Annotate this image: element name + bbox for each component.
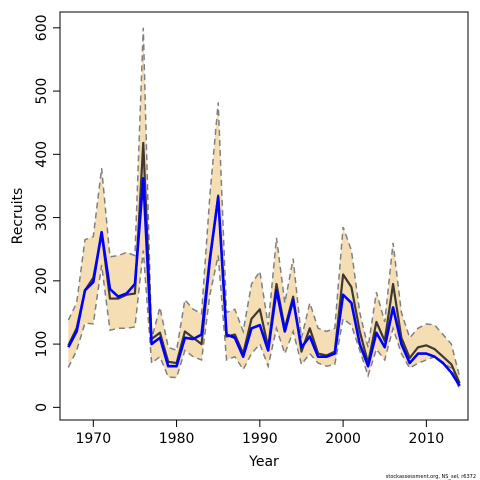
footnote: stockassessment.org, NS_sel, r6372 (386, 474, 476, 480)
y-tick-label: 200 (34, 267, 50, 294)
series-line-estimate (67, 141, 461, 384)
x-axis-title: Year (248, 454, 279, 470)
y-axis-title: Recruits (10, 188, 26, 245)
x-axis: 1970 1980 1990 2000 2010 (75, 420, 444, 447)
series-line-highlight (67, 177, 461, 387)
series-line-upper (67, 27, 461, 378)
y-tick-label: 600 (34, 14, 50, 41)
plot-area (67, 27, 461, 390)
series-line-lower (67, 250, 461, 390)
x-tick-label: 1970 (75, 431, 111, 447)
y-tick-label: 0 (34, 403, 50, 412)
y-tick-label: 500 (34, 78, 50, 105)
y-axis: 0 100 200 300 400 500 600 (34, 14, 60, 412)
x-tick-label: 1980 (159, 431, 195, 447)
y-tick-label: 100 (34, 331, 50, 358)
x-tick-label: 2000 (325, 431, 361, 447)
x-tick-label: 1990 (242, 431, 278, 447)
x-tick-label: 2010 (409, 431, 445, 447)
y-tick-label: 300 (34, 204, 50, 231)
plot-frame (59, 11, 469, 421)
y-tick-label: 400 (34, 141, 50, 168)
